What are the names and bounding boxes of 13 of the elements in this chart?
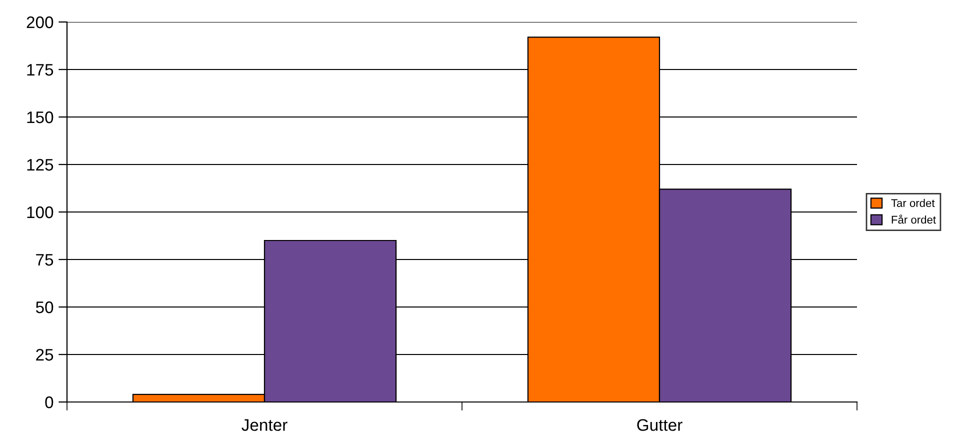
legend-label: Får ordet bbox=[892, 214, 936, 224]
x-tick-label: Gutter bbox=[637, 419, 682, 431]
legend-label: Tar ordet bbox=[891, 198, 935, 208]
y-tick-label: 200 bbox=[26, 16, 54, 28]
y-tick-label: 125 bbox=[27, 158, 54, 171]
y-tick-label: 0 bbox=[45, 396, 54, 408]
y-tick-label: 75 bbox=[36, 254, 54, 266]
y-tick-label: 150 bbox=[27, 111, 54, 124]
x-tick-label: Jenter bbox=[242, 419, 288, 431]
y-tick-label: 175 bbox=[27, 64, 54, 76]
y-tick-label: 25 bbox=[36, 348, 54, 361]
y-tick-label: 100 bbox=[27, 206, 54, 218]
y-tick-label: 50 bbox=[36, 301, 54, 314]
